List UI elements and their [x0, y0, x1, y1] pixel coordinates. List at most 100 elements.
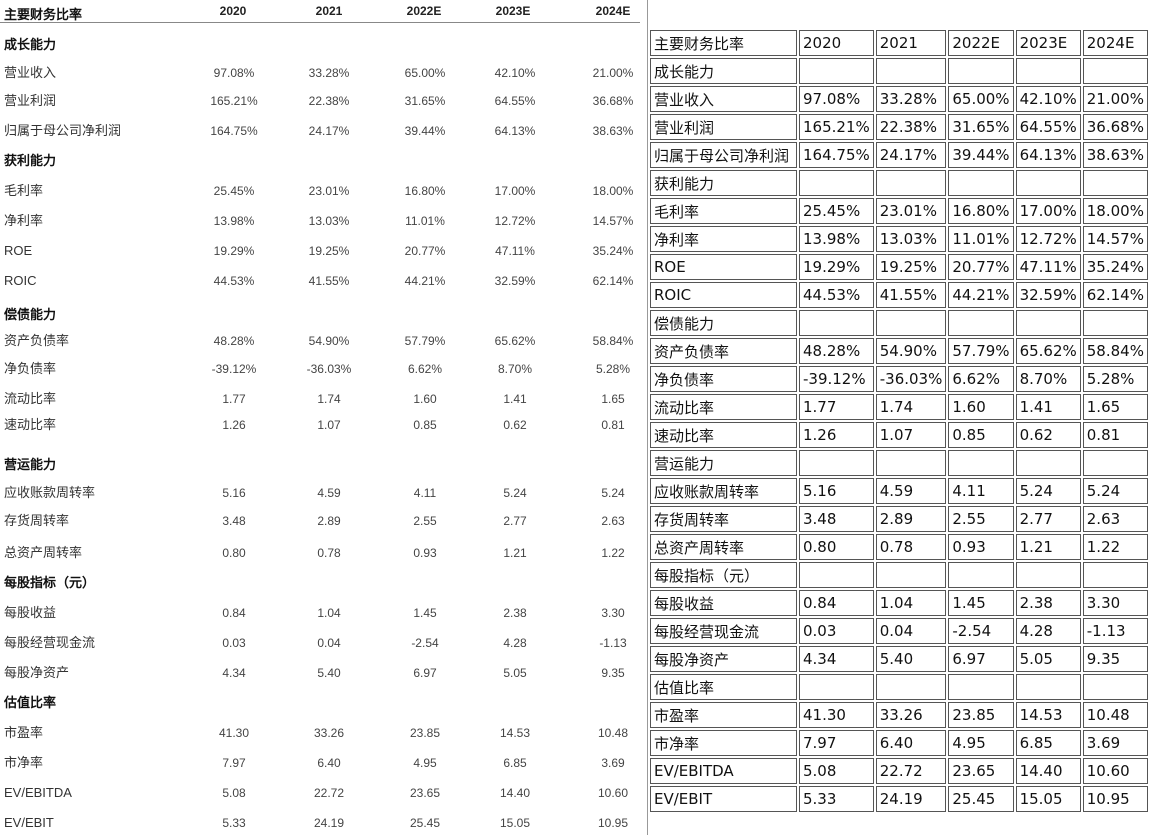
value-cell: 12.72% — [1015, 226, 1081, 252]
value-cell: 5.40 — [317, 666, 341, 680]
value-cell — [1082, 170, 1148, 196]
value-cell: 6.62% — [948, 366, 1014, 392]
table-row: EV/EBIT 5.33 24.19 25.45 15.05 10.95 — [650, 786, 1148, 812]
value-cell: 5.33 — [799, 786, 874, 812]
row-label: 偿债能力 — [650, 310, 797, 336]
value-cell: 44.21% — [948, 282, 1014, 308]
table-title: 主要财务比率 — [4, 7, 83, 22]
value-cell: 3.30 — [1082, 590, 1148, 616]
value-cell: -39.12% — [799, 366, 874, 392]
value-cell — [948, 674, 1014, 700]
row-label: 毛利率 — [650, 198, 797, 224]
row-label: 市盈率 — [4, 725, 44, 740]
table-row: 营业收入 97.08% 33.28% 65.00% 42.10% 21.00% — [650, 86, 1148, 112]
row-label: ROE — [4, 243, 33, 258]
table-row: ROE 19.29% 19.25% 20.77% 47.11% 35.24% — [650, 254, 1148, 280]
header-cell-year: 2023E — [1015, 30, 1081, 56]
value-cell: 1.77 — [799, 394, 874, 420]
value-cell: 1.26 — [799, 422, 874, 448]
table-row: 资产负债率 48.28% 54.90% 57.79% 65.62% 58.84% — [650, 338, 1148, 364]
value-cell: 65.62% — [494, 334, 536, 348]
row-label: EV/EBIT — [650, 786, 797, 812]
value-cell: 23.85 — [409, 726, 441, 740]
section-row: 成长能力 — [650, 58, 1148, 84]
value-cell: 6.97 — [413, 666, 437, 680]
value-cell — [799, 562, 874, 588]
value-cell: 4.11 — [413, 486, 437, 500]
value-cell: 1.60 — [413, 392, 437, 406]
value-cell: 6.40 — [317, 756, 341, 770]
value-cell: 0.81 — [1082, 422, 1148, 448]
header-row: 主要财务比率 2020 2021 2022E 2023E 2024E — [650, 30, 1148, 56]
value-cell: 25.45 — [409, 816, 441, 830]
value-cell: 3.30 — [601, 606, 625, 620]
row-label: 市净率 — [4, 755, 44, 770]
value-cell: 0.84 — [799, 590, 874, 616]
table-row: 每股经营现金流 0.03 0.04 -2.54 4.28 -1.13 — [650, 618, 1148, 644]
row-label: 速动比率 — [4, 417, 57, 432]
table-row: 净负债率 -39.12% -36.03% 6.62% 8.70% 5.28% — [650, 366, 1148, 392]
table-row: ROE 19.29% 19.25% 20.77% 47.11% 35.24% — [0, 236, 645, 266]
value-cell: 17.00% — [494, 184, 536, 198]
value-cell: 16.80% — [404, 184, 446, 198]
value-cell: 11.01% — [405, 214, 445, 228]
table-row: 存货周转率 3.48 2.89 2.55 2.77 2.63 — [650, 506, 1148, 532]
value-cell — [1015, 310, 1081, 336]
value-cell: 39.44% — [948, 142, 1014, 168]
value-cell: 1.21 — [503, 546, 527, 560]
value-cell: 10.48 — [597, 726, 629, 740]
value-cell: 6.85 — [503, 756, 527, 770]
value-cell: 9.35 — [601, 666, 625, 680]
value-cell: 23.65 — [409, 786, 441, 800]
value-cell: 1.26 — [222, 418, 246, 432]
table-row: 营业利润 165.21% 22.38% 31.65% 64.55% 36.68% — [650, 114, 1148, 140]
value-cell — [799, 58, 874, 84]
row-label: 每股经营现金流 — [4, 635, 96, 650]
value-cell: 5.24 — [1015, 478, 1081, 504]
value-cell: 4.95 — [948, 730, 1014, 756]
value-cell: 20.77% — [948, 254, 1014, 280]
value-cell: 22.38% — [308, 94, 350, 108]
value-cell: 5.40 — [875, 646, 947, 672]
table-row: ROIC 44.53% 41.55% 44.21% 32.59% 62.14% — [0, 266, 645, 296]
value-cell: 0.80 — [799, 534, 874, 560]
row-label: 总资产周转率 — [4, 545, 83, 560]
value-cell: 19.29% — [799, 254, 874, 280]
value-cell: 1.22 — [1082, 534, 1148, 560]
table-row: EV/EBIT 5.33 24.19 25.45 15.05 10.95 — [0, 808, 645, 838]
value-cell: 44.53% — [799, 282, 874, 308]
row-label: 估值比率 — [650, 674, 797, 700]
value-cell: 1.45 — [948, 590, 1014, 616]
value-cell: 41.55% — [308, 274, 350, 288]
row-label: 流动比率 — [4, 391, 57, 406]
value-cell: 5.28% — [1082, 366, 1148, 392]
value-cell: 19.25% — [875, 254, 947, 280]
value-cell: 165.21% — [210, 94, 258, 108]
row-label: 偿债能力 — [4, 307, 57, 322]
value-cell: 31.65% — [948, 114, 1014, 140]
value-cell: 2.55 — [948, 506, 1014, 532]
value-cell — [1082, 450, 1148, 476]
row-label: 归属于母公司净利润 — [4, 123, 122, 138]
row-label: 每股指标（元） — [4, 575, 96, 590]
year-header-2024e: 2024E — [595, 4, 631, 18]
table-row: 资产负债率 48.28% 54.90% 57.79% 65.62% 58.84% — [0, 326, 645, 356]
row-label: 市盈率 — [650, 702, 797, 728]
value-cell: 1.07 — [317, 418, 341, 432]
value-cell: 164.75% — [799, 142, 874, 168]
value-cell: 54.90% — [875, 338, 947, 364]
row-label: 净负债率 — [4, 361, 57, 376]
value-cell: 1.74 — [875, 394, 947, 420]
header-divider — [0, 22, 640, 23]
value-cell: 35.24% — [592, 244, 634, 258]
value-cell: 24.17% — [308, 124, 350, 138]
row-label: 估值比率 — [4, 695, 57, 710]
value-cell: 33.28% — [308, 66, 350, 80]
table-row: 归属于母公司净利润 164.75% 24.17% 39.44% 64.13% 38.63% — [650, 142, 1148, 168]
value-cell: 23.85 — [948, 702, 1014, 728]
value-cell: 10.60 — [597, 786, 629, 800]
row-label: 每股净资产 — [4, 665, 70, 680]
table-row: 总资产周转率 0.80 0.78 0.93 1.21 1.22 — [0, 538, 645, 568]
section-row: 估值比率 — [0, 688, 645, 718]
value-cell: 10.48 — [1082, 702, 1148, 728]
